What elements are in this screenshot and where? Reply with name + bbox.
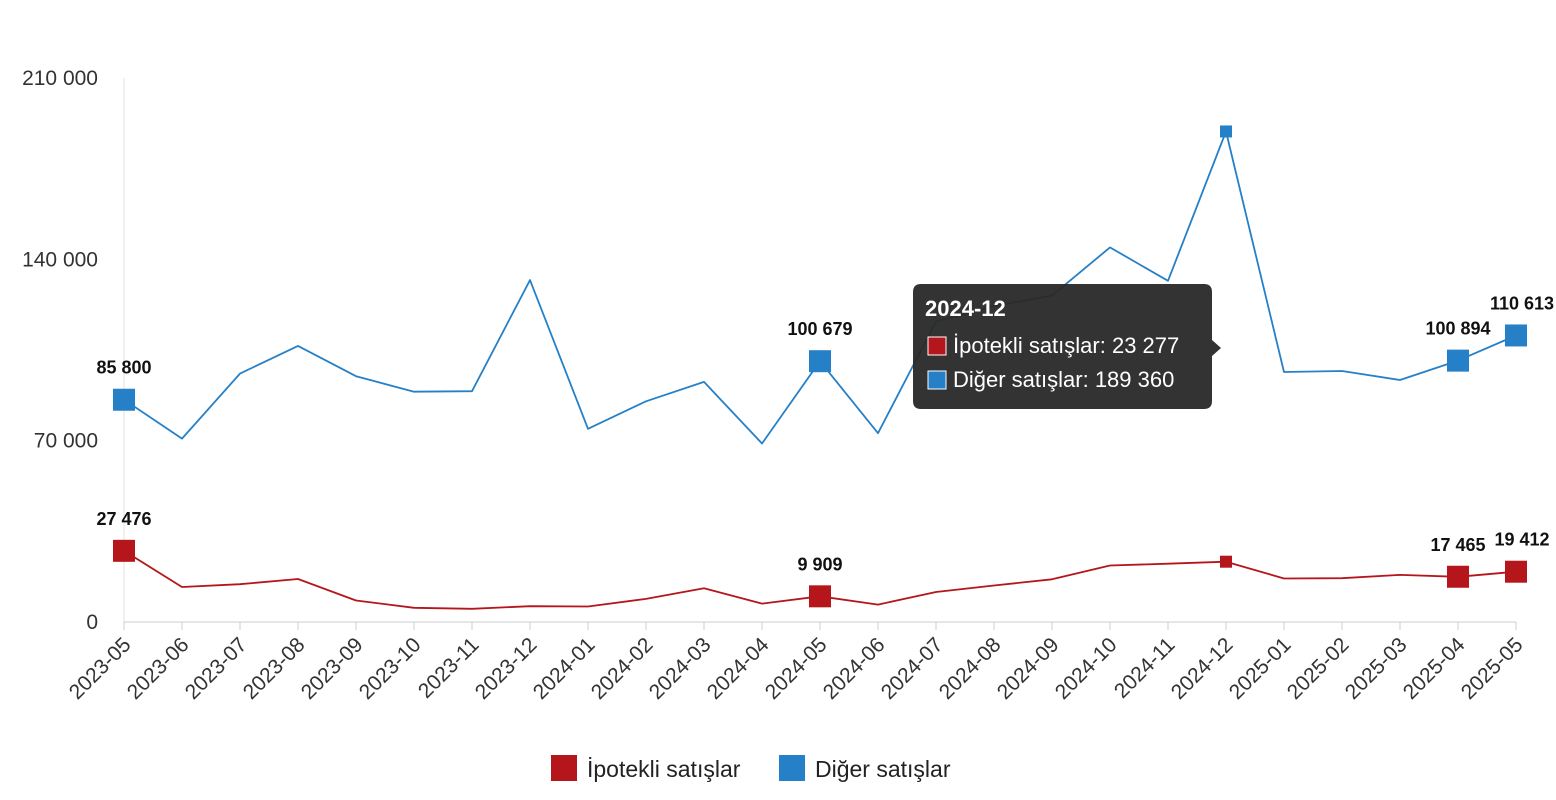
x-tick-label: 2024-02 xyxy=(587,633,658,704)
y-tick-label: 210 000 xyxy=(22,67,98,90)
data-point-marker[interactable] xyxy=(1447,565,1469,588)
x-tick-label: 2023-06 xyxy=(123,633,194,704)
x-tick-label: 2025-04 xyxy=(1399,633,1470,704)
x-tick-label: 2025-03 xyxy=(1341,633,1412,704)
x-tick-label: 2024-05 xyxy=(761,633,832,704)
hover-point-marker[interactable] xyxy=(1220,555,1232,568)
legend-label-2[interactable]: Diğer satışlar xyxy=(815,756,951,782)
data-label: 110 613 xyxy=(1490,293,1554,313)
data-label: 100 894 xyxy=(1425,319,1490,339)
x-tick-label: 2023-12 xyxy=(471,633,542,704)
x-tick-label: 2024-07 xyxy=(877,633,948,704)
x-tick-label: 2023-11 xyxy=(414,633,484,703)
tooltip-line: İpotekli satışlar: 23 277 xyxy=(953,333,1179,358)
tooltip: 2024-12 İpotekli satışlar: 23 277 Diğer sa… xyxy=(913,284,1221,409)
tooltip-box xyxy=(913,284,1221,409)
data-label: 19 412 xyxy=(1494,530,1549,550)
tooltip-title: 2024-12 xyxy=(925,296,1006,321)
x-axis: 2023-052023-062023-072023-082023-092023-… xyxy=(65,621,1528,704)
x-tick-label: 2024-11 xyxy=(1110,633,1180,703)
y-axis: 0 70 000 140 000 210 000 xyxy=(22,67,125,634)
hover-point-marker[interactable] xyxy=(1220,125,1232,138)
x-tick-label: 2024-06 xyxy=(819,633,890,704)
data-point-marker[interactable] xyxy=(113,388,135,411)
x-tick-label: 2023-05 xyxy=(65,633,136,704)
x-tick-label: 2024-03 xyxy=(645,633,716,704)
x-tick-label: 2024-09 xyxy=(993,633,1064,704)
legend-swatch-1[interactable] xyxy=(551,755,577,781)
x-tick-label: 2023-07 xyxy=(181,633,252,704)
x-tick-label: 2023-08 xyxy=(239,633,310,704)
tooltip-line: Diğer satışlar: 189 360 xyxy=(953,367,1174,392)
legend: İpotekli satışlar Diğer satışlar xyxy=(551,755,951,782)
data-label: 100 679 xyxy=(787,319,852,339)
y-tick-label: 70 000 xyxy=(34,430,98,453)
series-layer xyxy=(113,125,1527,610)
x-tick-label: 2024-10 xyxy=(1051,633,1122,704)
data-label: 9 909 xyxy=(797,554,842,574)
data-label: 17 465 xyxy=(1430,535,1485,555)
data-labels: 27 476 9 909 17 465 19 412 85 800 100 679 100 … xyxy=(96,293,1554,574)
x-tick-label: 2024-01 xyxy=(529,633,600,704)
y-tick-label: 140 000 xyxy=(22,248,98,271)
tooltip-swatch xyxy=(927,336,947,356)
data-point-marker[interactable] xyxy=(1505,560,1527,583)
x-tick-label: 2024-08 xyxy=(935,633,1006,704)
x-tick-label: 2024-04 xyxy=(703,633,774,704)
data-label: 27 476 xyxy=(96,509,151,529)
x-tick-label: 2025-01 xyxy=(1225,633,1296,704)
data-point-marker[interactable] xyxy=(1505,324,1527,347)
tooltip-swatch xyxy=(927,370,947,390)
data-point-marker[interactable] xyxy=(809,350,831,373)
data-label: 85 800 xyxy=(96,358,151,378)
x-tick-label: 2023-09 xyxy=(297,633,368,704)
data-point-marker[interactable] xyxy=(1447,349,1469,372)
data-point-marker[interactable] xyxy=(809,585,831,608)
legend-label-1[interactable]: İpotekli satışlar xyxy=(587,756,741,782)
data-point-marker[interactable] xyxy=(113,539,135,562)
x-tick-label: 2024-12 xyxy=(1167,633,1238,704)
x-tick-label: 2023-10 xyxy=(355,633,426,704)
y-tick-label: 0 xyxy=(86,611,98,634)
legend-swatch-2[interactable] xyxy=(779,755,805,781)
x-tick-label: 2025-05 xyxy=(1457,633,1528,704)
x-tick-label: 2025-02 xyxy=(1283,633,1354,704)
series-line-2 xyxy=(123,130,1517,445)
